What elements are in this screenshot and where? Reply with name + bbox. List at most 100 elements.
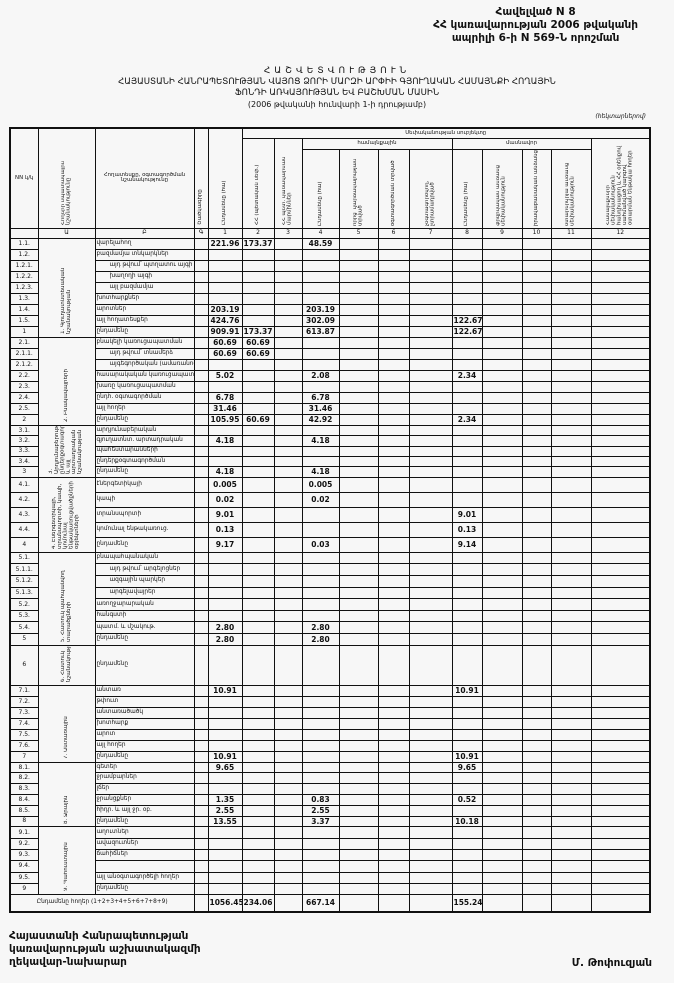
value-col-4 bbox=[301, 551, 340, 565]
value-col-3 bbox=[273, 783, 303, 795]
value-col-0 bbox=[193, 551, 209, 565]
value-col-6 bbox=[377, 706, 410, 719]
value-col-12 bbox=[590, 491, 651, 508]
table-row: 2.1.1. այդ թվում՝ տնամերձ 60.69 60.69 bbox=[9, 347, 651, 360]
value-col-2 bbox=[241, 314, 275, 327]
land-type: ազգային պարկեր bbox=[94, 575, 195, 588]
value-col-9 bbox=[481, 860, 523, 873]
value-col-10 bbox=[521, 435, 552, 447]
value-col-7 bbox=[408, 717, 453, 730]
land-type: ընդամենը bbox=[94, 633, 195, 646]
row-code: 2.1. bbox=[9, 336, 39, 349]
value-col-8: 2.34 bbox=[451, 413, 483, 426]
value-col-10 bbox=[521, 521, 552, 538]
value-col-0 bbox=[193, 633, 209, 646]
value-col-0 bbox=[193, 491, 209, 508]
value-col-10 bbox=[521, 860, 552, 873]
row-code: 1.1. bbox=[9, 237, 39, 250]
column-number: 8 bbox=[451, 227, 483, 239]
land-type: ընդամենը bbox=[94, 882, 195, 896]
value-col-0 bbox=[193, 586, 209, 600]
value-col-3 bbox=[273, 424, 303, 437]
table-row: 4.2. կապի 0.02 0.02 bbox=[9, 491, 651, 508]
section-label: 2. Բնակավայրերի bbox=[37, 336, 96, 426]
value-col-4: 4.18 bbox=[301, 435, 340, 447]
value-col-4 bbox=[301, 248, 340, 261]
land-type: խառը կառուցապատման bbox=[94, 380, 195, 393]
value-col-12 bbox=[590, 783, 651, 795]
value-col-12 bbox=[590, 314, 651, 327]
value-col-4 bbox=[301, 506, 340, 523]
value-col-10 bbox=[521, 491, 552, 508]
value-col-4 bbox=[301, 336, 340, 349]
value-col-7 bbox=[408, 380, 453, 393]
value-col-9 bbox=[481, 794, 523, 806]
value-col-1: 203.19 bbox=[207, 303, 243, 316]
value-col-1 bbox=[207, 563, 243, 577]
header-private: մասնավոր bbox=[451, 137, 592, 150]
value-col-6 bbox=[377, 804, 410, 817]
value-col-5 bbox=[338, 860, 379, 873]
value-col-12 bbox=[590, 466, 651, 478]
value-col-4 bbox=[301, 259, 340, 272]
annex-line: Հավելված N 8 bbox=[495, 6, 576, 18]
value-col-1 bbox=[207, 772, 243, 785]
row-code: 1 bbox=[9, 325, 39, 338]
land-type: վարելահող bbox=[94, 237, 195, 250]
value-col-10 bbox=[521, 413, 552, 426]
table-row: 2.1. 2. Բնակավայրերի բնակելի կառուցապատման… bbox=[9, 336, 651, 426]
value-col-4: 48.59 bbox=[301, 237, 340, 250]
value-col-8 bbox=[451, 248, 483, 261]
value-col-8 bbox=[451, 728, 483, 741]
value-col-6 bbox=[377, 609, 410, 623]
report-heading: ՀԱՇՎԵՏՎՈՒԹՅՈՒՆ bbox=[263, 66, 411, 76]
value-col-11 bbox=[550, 609, 592, 623]
total-col-8: 155.24 bbox=[451, 894, 483, 913]
value-col-11 bbox=[550, 794, 592, 806]
value-col-8 bbox=[451, 259, 483, 272]
value-col-9 bbox=[481, 445, 523, 458]
value-col-6 bbox=[377, 848, 410, 862]
value-col-8 bbox=[451, 435, 483, 447]
row-code: 5.1.2. bbox=[9, 575, 39, 588]
value-col-4 bbox=[301, 882, 340, 896]
value-col-8: 10.91 bbox=[451, 750, 483, 763]
table-row: 7.3. անտառածածկ bbox=[9, 706, 651, 719]
land-type: պահեստարանների bbox=[94, 445, 195, 458]
land-type: այդ թվում՝ պտղատու այգի bbox=[94, 259, 195, 272]
land-type: ընդամենը bbox=[94, 750, 195, 763]
section-label: 3. Արդյունաբերության, ընդերքօգտագործման … bbox=[37, 424, 96, 478]
value-col-12 bbox=[590, 424, 651, 437]
total-col-5 bbox=[338, 894, 379, 913]
land-type: անտառածածկ bbox=[94, 706, 195, 719]
value-col-9 bbox=[481, 391, 523, 404]
value-col-12 bbox=[590, 551, 651, 565]
value-col-7 bbox=[408, 413, 453, 426]
section-label: 8. Ջրային bbox=[37, 761, 96, 828]
value-col-7 bbox=[408, 772, 453, 785]
value-col-1: 4.18 bbox=[207, 466, 243, 478]
value-col-2 bbox=[241, 402, 275, 415]
value-col-5 bbox=[338, 551, 379, 565]
value-col-11 bbox=[550, 358, 592, 371]
value-col-6 bbox=[377, 826, 410, 839]
value-col-6 bbox=[377, 325, 410, 338]
value-col-1: 13.55 bbox=[207, 815, 243, 828]
value-col-5 bbox=[338, 598, 379, 611]
row-code: 5.4. bbox=[9, 621, 39, 634]
value-col-6 bbox=[377, 598, 410, 611]
value-col-0 bbox=[193, 358, 209, 371]
value-col-10 bbox=[521, 248, 552, 261]
value-col-1: 105.95 bbox=[207, 413, 243, 426]
value-col-4: 6.78 bbox=[301, 391, 340, 404]
table-row: 7.2. թփուտ bbox=[9, 695, 651, 708]
table-row: 1.4. արոտներ 203.19 203.19 bbox=[9, 303, 651, 316]
value-col-1 bbox=[207, 848, 243, 862]
value-col-0 bbox=[193, 804, 209, 817]
value-col-7 bbox=[408, 358, 453, 371]
value-col-2 bbox=[241, 506, 275, 523]
value-col-10 bbox=[521, 466, 552, 478]
value-col-10 bbox=[521, 476, 552, 493]
value-col-1: 9.17 bbox=[207, 536, 243, 553]
table-row: 1.3. խոտհարքներ bbox=[9, 292, 651, 305]
